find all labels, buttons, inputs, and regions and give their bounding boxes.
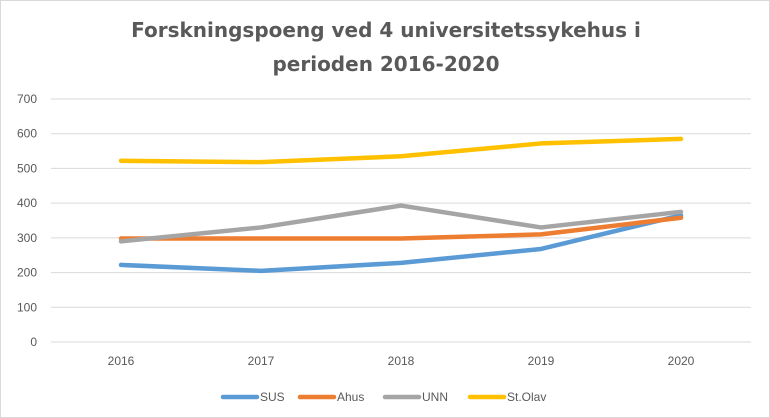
legend-label: St.Olav <box>507 390 546 404</box>
y-axis: 0 100 200 300 400 500 600 700 <box>17 92 37 349</box>
legend-item: SUS <box>220 390 285 404</box>
legend-item: St.Olav <box>467 390 546 404</box>
x-tick-label: 2017 <box>248 354 275 368</box>
gridlines <box>51 98 751 343</box>
y-tick-label: 600 <box>17 127 37 141</box>
legend-label: SUS <box>260 390 285 404</box>
legend-item: UNN <box>382 390 448 404</box>
chart-title-line-1: Forskningspoeng ved 4 universitetssykehu… <box>131 18 641 42</box>
series-line-unn <box>118 203 684 244</box>
x-tick-label: 2018 <box>388 354 415 368</box>
x-axis: 2016 2017 2018 2019 2020 <box>108 354 695 368</box>
y-tick-label: 400 <box>17 196 37 210</box>
y-tick-label: 700 <box>17 92 37 106</box>
y-tick-label: 300 <box>17 231 37 245</box>
x-tick-label: 2020 <box>668 354 695 368</box>
series-line-sus <box>118 213 684 274</box>
legend-label: Ahus <box>337 390 364 404</box>
chart-title-line-2: perioden 2016-2020 <box>272 52 500 76</box>
series-line-ahus <box>118 215 684 241</box>
y-tick-label: 500 <box>17 161 37 175</box>
y-tick-label: 100 <box>17 300 37 314</box>
x-tick-label: 2016 <box>108 354 135 368</box>
series-line-st-olav <box>118 136 684 165</box>
x-tick-label: 2019 <box>528 354 555 368</box>
chart-title: Forskningspoeng ved 4 universitetssykehu… <box>91 13 681 81</box>
y-tick-label: 0 <box>30 335 37 349</box>
legend-item: Ahus <box>297 390 364 404</box>
series-lines <box>118 136 684 274</box>
legend: SUS Ahus UNN St.Olav <box>220 390 546 404</box>
legend-label: UNN <box>422 390 448 404</box>
y-tick-label: 200 <box>17 266 37 280</box>
